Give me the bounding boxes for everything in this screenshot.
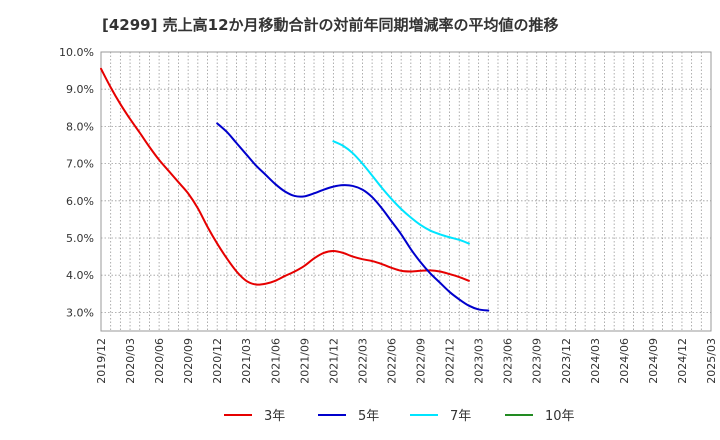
y-tick-label: 3.0% [66, 306, 94, 319]
x-tick-label: 2022/09 [415, 338, 428, 384]
y-tick-label: 9.0% [66, 83, 94, 96]
x-tick-label: 2024/06 [618, 338, 631, 384]
legend-label: 7年 [450, 409, 471, 424]
legend-label: 5年 [358, 409, 379, 424]
x-tick-label: 2024/09 [647, 338, 660, 384]
x-tick-label: 2022/06 [385, 338, 398, 384]
series-line-1 [100, 67, 470, 286]
x-tick-label: 2023/06 [502, 338, 515, 384]
y-tick-label: 8.0% [66, 120, 94, 133]
x-tick-label: 2020/12 [211, 338, 224, 384]
plot-frame [100, 51, 712, 332]
x-tick-label: 2025/03 [705, 338, 718, 384]
x-tick-label: 2020/06 [153, 338, 166, 384]
x-tick-label: 2021/09 [298, 338, 311, 384]
series-line-2 [216, 122, 490, 312]
x-tick-label: 2019/12 [95, 338, 108, 384]
plot-area: 3.0% 4.0% 5.0% 6.0% 7.0% 8.0% 9.0% 10.0% 2019/12… [59, 46, 718, 384]
legend-label: 10年 [545, 409, 575, 424]
x-tick-label: 2021/03 [240, 338, 253, 384]
y-tick-label: 10.0% [59, 46, 94, 59]
x-tick-label: 2020/09 [182, 338, 195, 384]
x-tick-label: 2021/12 [327, 338, 340, 384]
x-tick-label: 2020/03 [124, 338, 137, 384]
x-tick-label: 2023/12 [560, 338, 573, 384]
y-tick-label: 4.0% [66, 269, 94, 282]
chart-title: [4299] 売上高12か月移動合計の対前年同期増減率の平均値の推移 [102, 16, 559, 34]
x-tick-label: 2022/12 [444, 338, 457, 384]
y-tick-label: 6.0% [66, 195, 94, 208]
x-tick-label: 2022/03 [356, 338, 369, 384]
x-tick-label: 2021/06 [269, 338, 282, 384]
x-tick-label: 2023/03 [473, 338, 486, 384]
y-tick-label: 7.0% [66, 158, 94, 171]
series-line-3 [332, 140, 470, 245]
y-tick-label: 5.0% [66, 232, 94, 245]
x-tick-label: 2024/03 [589, 338, 602, 384]
legend-label: 3年 [264, 409, 285, 424]
x-tick-label: 2024/12 [676, 338, 689, 384]
legend: 3年 5年 7年 10年 [224, 409, 575, 424]
x-tick-label: 2023/09 [531, 338, 544, 384]
